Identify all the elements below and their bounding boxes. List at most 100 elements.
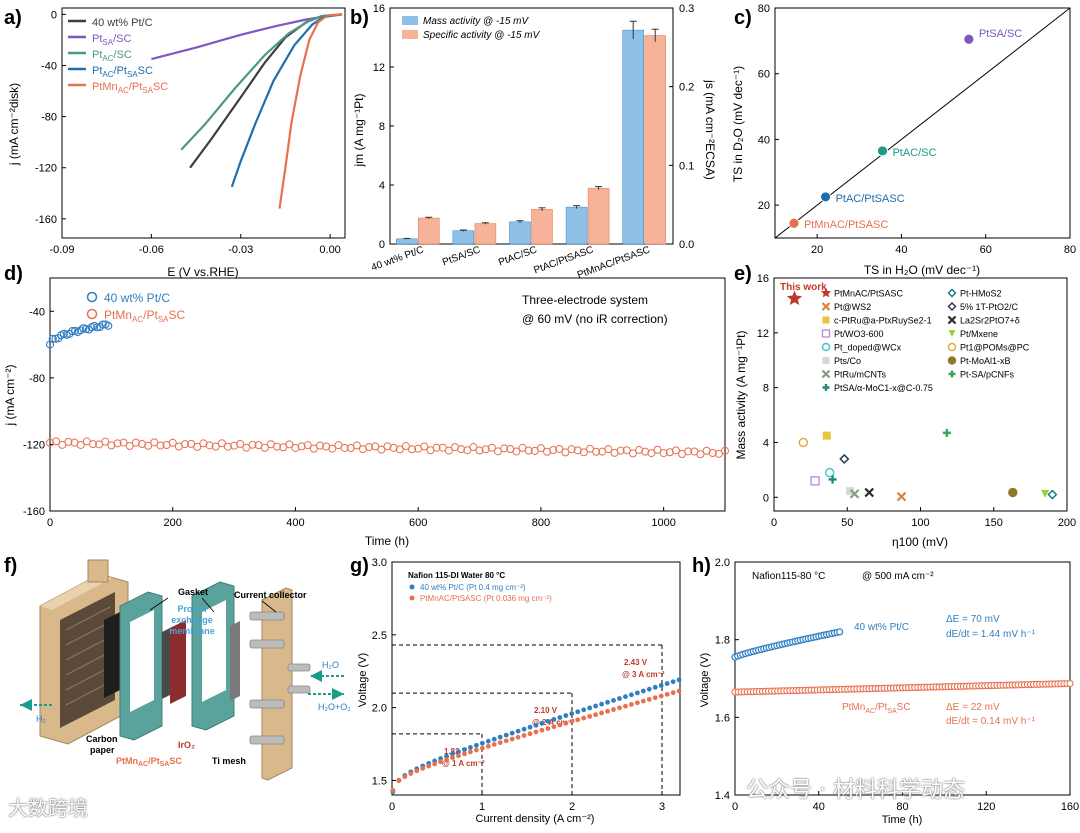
stability-ptmn-point xyxy=(616,446,625,455)
electrolyzer-schematic xyxy=(20,559,344,781)
panel-g: g) 0 1 2 3 1.5 2.0 2.5 3.0 1.82 V @ 1 A cm⁻² 2.10… xyxy=(350,555,682,825)
panel-d-xlabel: Time (h) xyxy=(365,534,409,548)
panel-d-frame xyxy=(49,277,726,512)
stability-ptmn-point xyxy=(659,449,668,458)
comparison-point-14 xyxy=(942,428,951,437)
durability-ptc-point xyxy=(836,628,844,636)
panel-b-right-ytick-label: 0.3 xyxy=(679,3,694,15)
stability-ptmn-point xyxy=(88,440,97,449)
legend-e-marker xyxy=(822,357,830,364)
label-carbon-1: Carbon xyxy=(86,734,118,744)
panel-e-ytick-label: 4 xyxy=(763,437,769,449)
polarization-point-1 xyxy=(462,751,467,757)
annotation-voltage-0: 1.82 V xyxy=(444,747,468,756)
stability-ptc-point xyxy=(84,325,93,334)
stability-ptmn-point xyxy=(622,446,631,455)
stability-ptmn-point xyxy=(641,447,650,456)
panel-a-xtick-label: -0.06 xyxy=(139,244,164,256)
ti-mesh xyxy=(230,621,240,701)
polarization-point-1 xyxy=(503,738,509,744)
polarization-point-1 xyxy=(629,702,634,707)
polarization-point-1 xyxy=(402,774,408,780)
stability-ptmn-point xyxy=(684,447,693,456)
legend-e-marker xyxy=(947,288,957,298)
panel-b-right-ytick-label: 0.0 xyxy=(679,239,694,251)
comparison-point-10 xyxy=(864,487,875,498)
panel-g-axes: 0 1 2 3 1.5 2.0 2.5 3.0 xyxy=(372,557,665,813)
legend-d-ptc: 40 wt% Pt/C xyxy=(104,291,170,305)
stability-ptmn-point xyxy=(371,442,380,451)
legend-e-label: PtSA/α-MoC1-x@C-0.75 xyxy=(834,383,933,393)
panel-h-xtick-label: 160 xyxy=(1061,801,1079,813)
stability-ptmn-point xyxy=(273,442,282,451)
polarization-point-1 xyxy=(485,743,491,749)
bar-right-3 xyxy=(587,187,610,245)
stability-ptmn-point xyxy=(653,445,662,454)
stability-ptmn-point xyxy=(395,445,404,454)
panel-h-ptc-delta: ΔE = 70 mV xyxy=(946,614,1000,625)
stability-ptmn-point xyxy=(487,443,496,452)
stability-ptmn-point xyxy=(46,438,54,447)
polarization-point-1 xyxy=(426,763,432,769)
durability-ptmn-point xyxy=(1066,679,1074,688)
end-plate-left-top xyxy=(40,574,112,610)
stability-ptmn-point xyxy=(236,439,245,448)
polarization-point-1 xyxy=(617,705,622,711)
category-label: PtAC/SC xyxy=(497,244,538,268)
panel-e-ytick-label: 8 xyxy=(763,383,769,395)
polarization-point-1 xyxy=(664,691,670,697)
polarization-point-1 xyxy=(646,697,652,702)
comparison-point-2 xyxy=(822,431,831,440)
panel-g-ytick-label: 1.5 xyxy=(372,775,387,787)
panel-b-right-ytick-label: 0.1 xyxy=(679,160,694,172)
polarization-point-0 xyxy=(521,726,527,732)
gasket-pointer-2 xyxy=(201,597,215,613)
end-plate-right xyxy=(261,587,293,781)
polarization-point-1 xyxy=(473,747,479,753)
stability-ptmn-point xyxy=(696,450,705,459)
panel-d-label: d) xyxy=(4,263,23,285)
label-h2o-o2: H₂O+O₂ xyxy=(318,702,351,712)
panel-h-xtick-label: 80 xyxy=(896,801,908,813)
label-cathode: PtMnAC/PtSASC xyxy=(116,756,182,768)
panel-e-ytick-label: 16 xyxy=(757,273,769,285)
stability-ptmn-point xyxy=(64,437,73,446)
panel-g-xtick-label: 0 xyxy=(389,801,395,813)
legend-e-label: Pt/Mxene xyxy=(960,329,998,339)
stability-ptmn-point xyxy=(340,443,349,452)
lsv-curve-2 xyxy=(180,13,343,151)
panel-a-frame xyxy=(61,7,346,239)
legend-e-label: Pt1@POMs@PC xyxy=(960,343,1030,353)
panel-g-ytick-label: 3.0 xyxy=(372,557,387,569)
comparison-point-8 xyxy=(1047,489,1058,500)
stability-ptmn-point xyxy=(260,443,269,452)
panel-d-axes: 0 200 400 600 800 1000 -40 -80 -120 -160 xyxy=(23,306,676,529)
stability-ptmn-point xyxy=(377,445,386,454)
polarization-point-1 xyxy=(450,755,455,761)
stability-ptmn-point xyxy=(316,441,324,450)
polarization-point-1 xyxy=(390,787,396,793)
polarization-point-0 xyxy=(450,751,455,757)
polarization-point-0 xyxy=(593,703,599,709)
polarization-point-1 xyxy=(396,778,402,784)
bar-right-2 xyxy=(531,209,553,245)
legend-ptc: 40 wt% Pt/C xyxy=(92,17,153,29)
gasket-1-window xyxy=(130,610,154,712)
stability-ptmn-point xyxy=(512,447,521,456)
panel-h-ytick-label: 1.8 xyxy=(715,635,730,647)
legend-ptsa: PtSA/SC xyxy=(92,33,131,47)
panel-a-legend: 40 wt% Pt/C PtSA/SC PtAC/SC PtAC/PtSASC … xyxy=(68,17,168,95)
legend-e-marker xyxy=(947,301,957,312)
label-carbon-2: paper xyxy=(90,745,115,755)
polarization-point-0 xyxy=(557,715,563,720)
stability-ptmn-point xyxy=(475,446,484,455)
panel-g-guides: 1.82 V @ 1 A cm⁻² 2.10 V @ 2 A cm⁻² 2.43 V @ … xyxy=(392,644,665,795)
panel-e-points xyxy=(786,290,1058,502)
panel-e-xtick-label: 100 xyxy=(911,517,929,529)
polarization-point-1 xyxy=(676,688,682,694)
polarization-point-1 xyxy=(557,722,563,728)
label-iro2: IrO₂ xyxy=(178,740,195,750)
polarization-point-0 xyxy=(563,713,569,718)
flow-channels xyxy=(65,606,111,706)
comparison-point-12 xyxy=(798,437,808,448)
